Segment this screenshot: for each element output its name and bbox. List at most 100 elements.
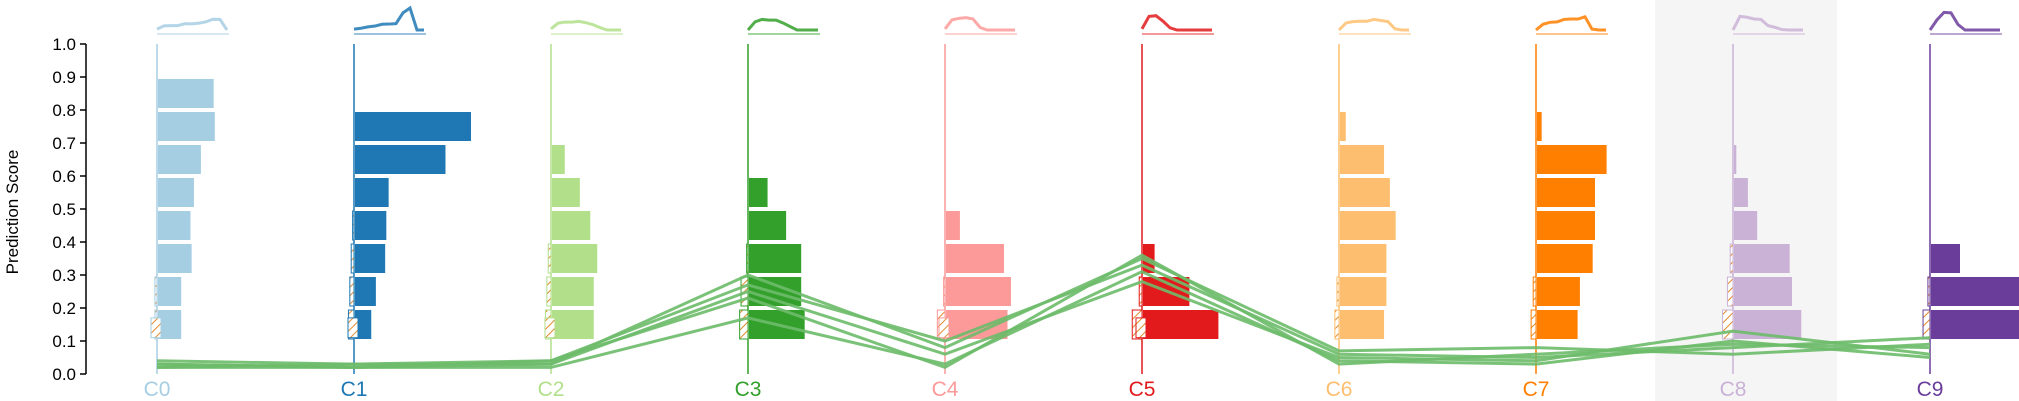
misclassified-bar[interactable] [350, 243, 355, 274]
histogram-bar[interactable] [158, 310, 182, 339]
misclassified-bar[interactable] [739, 309, 749, 340]
histogram-bar[interactable] [1537, 178, 1595, 207]
selected-instance-line[interactable] [156, 253, 1931, 370]
class-column-c6[interactable] [1334, 17, 1411, 374]
misclassified-bar[interactable] [746, 243, 749, 274]
histogram-bar[interactable] [1931, 277, 2019, 306]
histogram-bar[interactable] [552, 178, 580, 207]
class-sparkline [1731, 14, 1803, 32]
histogram-bar[interactable] [749, 244, 802, 273]
misclassified-bar[interactable] [352, 210, 355, 241]
misclassified-bar[interactable] [1138, 276, 1143, 307]
class-label-c6[interactable]: C6 [1326, 378, 1353, 401]
histogram-bar[interactable] [355, 244, 386, 273]
class-column-c7[interactable] [1530, 15, 1608, 374]
class-labels: C0 C1 C2 C3 C4 C5 C6 C7 C8 C9 [144, 378, 1944, 401]
class-label-c3[interactable]: C3 [735, 378, 762, 401]
histogram-bar[interactable] [158, 244, 192, 273]
misclassified-bar[interactable] [1927, 276, 1931, 307]
misclassified-bar[interactable] [1729, 243, 1734, 274]
class-sparkline [1928, 10, 2000, 32]
histogram-bar[interactable] [158, 79, 214, 108]
class-label-c4[interactable]: C4 [932, 378, 959, 401]
histogram-bar[interactable] [355, 277, 376, 306]
histogram-bar[interactable] [552, 310, 594, 339]
histogram-bar[interactable] [1734, 211, 1758, 240]
class-label-c7[interactable]: C7 [1523, 378, 1550, 401]
histogram-bar[interactable] [1340, 277, 1387, 306]
misclassified-bar[interactable] [1532, 276, 1537, 307]
histogram-bar[interactable] [552, 277, 594, 306]
histogram-bar[interactable] [1537, 211, 1595, 240]
histogram-bar[interactable] [749, 211, 787, 240]
class-column-c5[interactable] [1131, 14, 1219, 374]
misclassified-bar[interactable] [1922, 309, 1931, 340]
histogram-bar[interactable] [1734, 277, 1792, 306]
histogram-bar[interactable] [552, 145, 565, 174]
misclassified-bar[interactable] [1722, 309, 1734, 340]
misclassified-bar[interactable] [347, 317, 359, 339]
misclassified-bar[interactable] [150, 317, 162, 339]
histogram-bar[interactable] [946, 277, 1011, 306]
histogram-bar[interactable] [1734, 178, 1748, 207]
class-column-c3[interactable] [739, 17, 820, 374]
misclassified-bar[interactable] [1334, 309, 1340, 340]
histogram-bar[interactable] [355, 145, 446, 174]
class-label-c0[interactable]: C0 [144, 378, 171, 401]
class-label-c5[interactable]: C5 [1129, 378, 1156, 401]
class-column-c8[interactable] [1722, 14, 1805, 374]
histogram-bar[interactable] [1340, 244, 1387, 273]
histogram-bar[interactable] [158, 211, 191, 240]
misclassified-bar[interactable] [1726, 276, 1734, 307]
histogram-bar[interactable] [355, 310, 372, 339]
histogram-bar[interactable] [1734, 244, 1790, 273]
histogram-bar[interactable] [1537, 145, 1607, 174]
histogram-bar[interactable] [1931, 244, 1960, 273]
histogram-bar[interactable] [1931, 310, 2019, 339]
class-column-c9[interactable] [1922, 10, 2019, 374]
misclassified-bar[interactable] [544, 317, 556, 339]
histogram-bar[interactable] [1537, 310, 1578, 339]
histogram-bar[interactable] [1340, 178, 1390, 207]
histogram-bar[interactable] [1340, 112, 1346, 141]
histogram-bar[interactable] [1734, 145, 1737, 174]
histogram-bar[interactable] [552, 244, 598, 273]
histogram-bar[interactable] [158, 112, 215, 141]
histogram-bar[interactable] [355, 211, 387, 240]
misclassified-bar[interactable] [547, 243, 552, 274]
class-column-c1[interactable] [347, 5, 471, 374]
misclassified-bar[interactable] [938, 317, 950, 339]
misclassified-bar[interactable] [1336, 276, 1340, 307]
histogram-bar[interactable] [1340, 211, 1396, 240]
histogram-bar[interactable] [158, 178, 194, 207]
class-column-c0[interactable] [150, 17, 229, 374]
histogram-bar[interactable] [1143, 310, 1219, 339]
misclassified-bar[interactable] [1530, 309, 1537, 340]
histogram-bar[interactable] [355, 112, 471, 141]
histogram-bar[interactable] [158, 277, 182, 306]
class-label-c9[interactable]: C9 [1917, 378, 1944, 401]
histogram-bar[interactable] [1537, 112, 1542, 141]
misclassified-bar[interactable] [943, 276, 946, 307]
class-sparkline [1140, 14, 1212, 32]
histogram-bar[interactable] [946, 244, 1004, 273]
histogram-bar[interactable] [749, 178, 768, 207]
misclassified-bar[interactable] [546, 276, 552, 307]
misclassified-bar[interactable] [1135, 317, 1147, 339]
class-label-c2[interactable]: C2 [538, 378, 565, 401]
histogram-bar[interactable] [1537, 244, 1593, 273]
histogram-bar[interactable] [1340, 145, 1385, 174]
class-label-c8[interactable]: C8 [1720, 378, 1747, 401]
histogram-bar[interactable] [552, 211, 591, 240]
histogram-bar[interactable] [946, 211, 960, 240]
misclassified-bar[interactable] [154, 276, 158, 307]
histogram-bar[interactable] [1340, 310, 1385, 339]
y-tick-label: 0.1 [52, 332, 76, 351]
histogram-bar[interactable] [158, 145, 201, 174]
class-label-c1[interactable]: C1 [341, 378, 368, 401]
misclassified-bar[interactable] [349, 276, 355, 307]
class-column-c2[interactable] [544, 19, 623, 374]
histogram-bar[interactable] [1537, 277, 1580, 306]
histogram-bar[interactable] [355, 178, 389, 207]
